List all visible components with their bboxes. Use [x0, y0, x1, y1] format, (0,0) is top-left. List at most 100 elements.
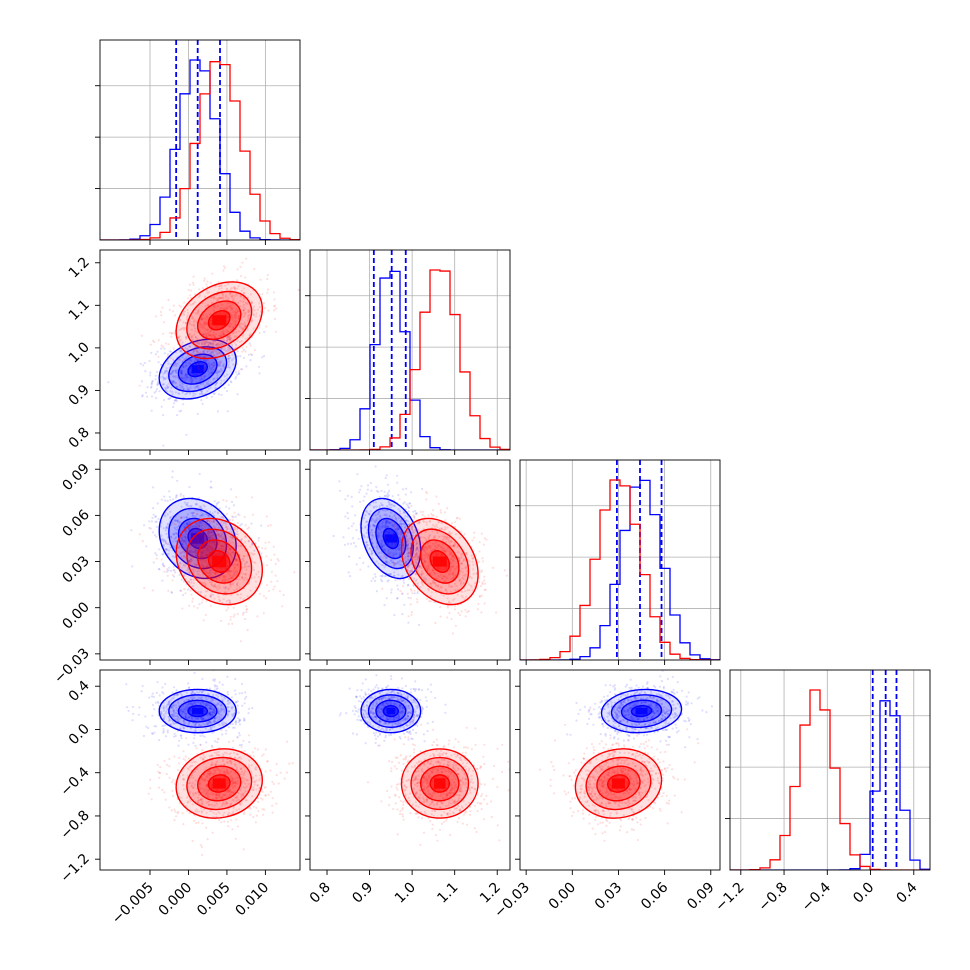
scatter-point: [191, 551, 194, 554]
scatter-point: [210, 336, 213, 339]
y-tick-label: 1.1: [66, 297, 93, 324]
scatter-point: [245, 605, 248, 608]
scatter-point: [263, 301, 266, 304]
scatter-point: [186, 348, 189, 351]
scatter-point: [164, 511, 167, 514]
scatter-point: [209, 594, 212, 598]
scatter-point: [177, 524, 180, 527]
scatter-point: [191, 597, 194, 600]
scatter-point: [181, 378, 184, 381]
scatter-point: [405, 535, 408, 538]
scatter-point: [206, 316, 209, 320]
scatter-point: [189, 303, 192, 306]
scatter-point: [391, 524, 394, 527]
scatter-point: [221, 516, 224, 519]
scatter-point: [252, 305, 256, 308]
scatter-point: [212, 309, 215, 312]
scatter-point: [390, 591, 393, 594]
scatter-point: [155, 397, 158, 400]
scatter-point: [478, 550, 481, 553]
scatter-point: [200, 553, 203, 556]
scatter-point: [224, 586, 227, 589]
scatter-point: [235, 533, 238, 536]
scatter-point: [170, 332, 173, 335]
scatter-point: [383, 548, 386, 551]
scatter-point: [372, 519, 375, 522]
scatter-point: [191, 526, 194, 529]
scatter-point: [197, 358, 200, 362]
scatter-point: [356, 473, 359, 476]
scatter-point: [191, 316, 194, 319]
scatter-point: [221, 523, 224, 527]
scatter-point: [217, 370, 220, 373]
scatter-point: [225, 551, 228, 554]
scatter-point: [241, 327, 245, 330]
scatter-point: [190, 554, 193, 557]
scatter-point: [138, 533, 141, 536]
scatter-point: [210, 572, 213, 575]
scatter-point: [216, 358, 219, 361]
scatter-point: [199, 521, 202, 524]
scatter-point: [161, 563, 164, 567]
scatter-point: [159, 376, 162, 379]
scatter-point: [410, 613, 413, 616]
scatter-point: [379, 528, 382, 531]
scatter-point: [230, 287, 233, 290]
scatter-point: [428, 600, 431, 603]
scatter-point: [244, 301, 248, 305]
scatter-point: [217, 595, 220, 598]
scatter-point: [228, 569, 231, 572]
scatter-point: [220, 619, 223, 623]
scatter-point: [235, 314, 238, 317]
scatter-point: [381, 557, 384, 560]
scatter-point: [233, 511, 236, 514]
scatter-point: [222, 545, 225, 548]
scatter-point: [199, 559, 202, 562]
scatter-point: [219, 307, 222, 310]
scatter-point: [215, 350, 218, 353]
scatter-point: [205, 316, 208, 319]
scatter-point: [153, 534, 157, 537]
scatter-point: [234, 313, 237, 316]
scatter-point: [225, 308, 228, 311]
scatter-point: [209, 510, 212, 514]
scatter-point: [218, 681, 221, 684]
scatter-point: [185, 337, 188, 340]
y-tick-label: 0.03: [59, 553, 92, 586]
scatter-point: [220, 515, 223, 519]
scatter-point: [202, 350, 205, 353]
contour-0: [187, 361, 209, 378]
scatter-point: [229, 547, 232, 551]
scatter-point: [228, 601, 231, 605]
scatter-point: [227, 345, 230, 348]
scatter-point: [243, 566, 246, 569]
scatter-point: [160, 314, 163, 317]
scatter-point: [381, 509, 385, 512]
scatter-point: [200, 563, 203, 567]
scatter-point: [214, 383, 218, 386]
scatter-point: [174, 531, 177, 534]
scatter-point: [166, 731, 169, 734]
scatter-point: [239, 640, 242, 643]
scatter-point: [159, 310, 162, 314]
scatter-point: [148, 526, 151, 530]
scatter-point: [397, 545, 401, 548]
scatter-point: [196, 384, 199, 387]
scatter-point: [413, 516, 416, 519]
scatter-point: [166, 542, 169, 545]
scatter-point: [218, 285, 221, 288]
scatter-point: [206, 577, 209, 581]
scatter-point: [222, 365, 225, 368]
scatter-point: [224, 575, 227, 578]
scatter-point: [200, 510, 203, 513]
scatter-point: [365, 540, 368, 544]
scatter-point: [193, 605, 196, 608]
scatter-point: [181, 557, 184, 560]
scatter-point: [242, 300, 245, 303]
scatter-point: [374, 465, 377, 468]
scatter-point: [231, 575, 234, 578]
scatter-point: [400, 564, 403, 567]
scatter-point: [185, 392, 188, 395]
scatter-point: [191, 511, 194, 515]
scatter-point: [407, 520, 410, 523]
